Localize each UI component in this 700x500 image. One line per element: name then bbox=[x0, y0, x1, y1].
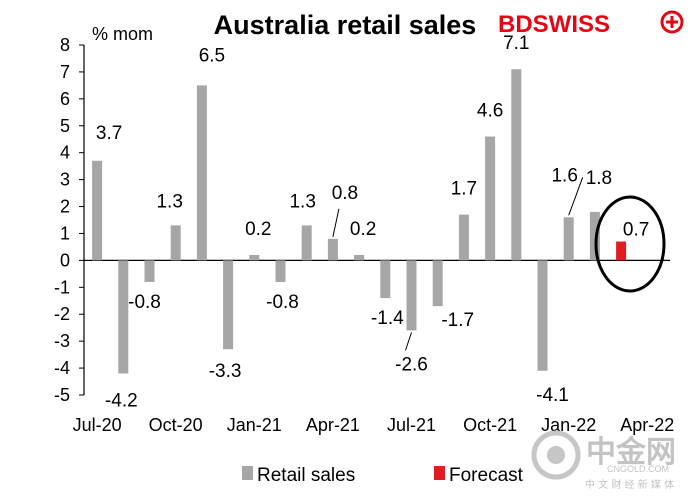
data-label: -1.4 bbox=[371, 308, 404, 329]
bar-retail-sales bbox=[458, 214, 469, 261]
y-tick-label: -3 bbox=[54, 331, 70, 351]
data-label: -1.7 bbox=[441, 310, 474, 331]
data-label: -0.8 bbox=[266, 292, 299, 313]
bar-retail-sales bbox=[563, 217, 574, 261]
logo-mark-icon bbox=[660, 10, 684, 34]
data-label: -4.1 bbox=[536, 385, 569, 406]
y-tick-label: -4 bbox=[54, 358, 70, 378]
y-tick-label: 1 bbox=[60, 223, 70, 243]
data-label: 1.7 bbox=[451, 179, 477, 200]
y-tick-label: 3 bbox=[60, 170, 70, 190]
svg-text:BDSWISS: BDSWISS bbox=[498, 11, 610, 38]
bar-retail-sales bbox=[170, 225, 181, 261]
bar-retail-sales bbox=[92, 160, 103, 261]
data-label: 1.6 bbox=[551, 165, 577, 186]
watermark-url: CNGOLD.COM bbox=[607, 464, 669, 474]
bar-retail-sales bbox=[301, 225, 312, 261]
y-tick-label: 4 bbox=[60, 143, 70, 163]
watermark-cn: 中金网 bbox=[586, 435, 676, 470]
data-label: 1.3 bbox=[156, 191, 182, 212]
y-tick-label: -2 bbox=[54, 304, 70, 324]
y-tick-label: 0 bbox=[60, 250, 70, 270]
data-label: 1.3 bbox=[289, 191, 315, 212]
bar-retail-sales bbox=[275, 260, 286, 282]
x-tick-labels: Jul-20 Oct-20 Jan-21 Apr-21 Jul-21 Oct-21 Jan-… bbox=[73, 415, 675, 435]
data-label: 0.7 bbox=[623, 220, 649, 241]
data-label: 1.8 bbox=[586, 168, 612, 189]
bdswiss-logo: BDSWISS bbox=[498, 10, 684, 38]
x-tick-label: Jul-21 bbox=[387, 415, 436, 435]
y-axis-unit-label: % mom bbox=[92, 24, 153, 44]
y-tick-label: -5 bbox=[54, 385, 70, 405]
bar-retail-sales bbox=[354, 255, 365, 261]
leader-line bbox=[568, 177, 584, 216]
watermark-sub: 中 文 财 经 新 媒 体 bbox=[585, 478, 674, 491]
legend-label-forecast: Forecast bbox=[449, 465, 524, 486]
cngold-logo-icon bbox=[531, 430, 581, 480]
logo-text-bd: BD bbox=[498, 11, 533, 38]
bar-retail-sales bbox=[380, 260, 391, 299]
x-tick-label: Apr-22 bbox=[620, 415, 674, 435]
data-label: 7.1 bbox=[503, 33, 529, 54]
x-tick-label: Oct-20 bbox=[149, 415, 203, 435]
bar-retail-sales bbox=[537, 260, 548, 371]
bar-retail-sales bbox=[589, 211, 600, 261]
leader-line bbox=[405, 332, 412, 351]
bars bbox=[92, 69, 627, 374]
data-label: 6.5 bbox=[199, 45, 225, 66]
data-label: -2.6 bbox=[395, 354, 428, 375]
y-tick-label: 2 bbox=[60, 197, 70, 217]
data-label: 3.7 bbox=[96, 123, 122, 144]
x-tick-label: Jan-22 bbox=[541, 415, 596, 435]
leader-line bbox=[332, 208, 340, 237]
data-label: 0.2 bbox=[350, 219, 376, 240]
bar-retail-sales bbox=[432, 260, 443, 307]
bar-retail-sales bbox=[327, 238, 338, 261]
x-tick-label: Jan-21 bbox=[227, 415, 282, 435]
chart-title: Australia retail sales bbox=[214, 10, 477, 40]
legend-swatch-forecast bbox=[434, 466, 445, 480]
bar-retail-sales bbox=[406, 260, 417, 331]
y-tick-label: 6 bbox=[60, 89, 70, 109]
x-tick-label: Oct-21 bbox=[463, 415, 517, 435]
y-tick-labels: -5 -4 -3 -2 -1 0 1 2 3 4 5 6 7 8 bbox=[54, 35, 70, 405]
y-tick-label: 7 bbox=[60, 62, 70, 82]
legend-swatch-retail-sales bbox=[242, 466, 253, 480]
legend: Retail sales Forecast bbox=[242, 465, 524, 486]
y-tick-label: -1 bbox=[54, 277, 70, 297]
data-label: -3.3 bbox=[209, 361, 242, 382]
bar-retail-sales bbox=[485, 136, 496, 261]
legend-label-retail-sales: Retail sales bbox=[257, 465, 355, 486]
bar-retail-sales bbox=[249, 255, 260, 261]
cngold-watermark: 中金网 CNGOLD.COM 中 文 财 经 新 媒 体 bbox=[531, 430, 676, 491]
bar-retail-sales bbox=[511, 69, 522, 261]
data-label: 0.8 bbox=[332, 183, 358, 204]
data-label: -0.8 bbox=[128, 292, 161, 313]
x-tick-label: Apr-21 bbox=[306, 415, 360, 435]
bar-forecast bbox=[616, 241, 627, 261]
bar-retail-sales bbox=[196, 85, 207, 261]
data-label: 0.2 bbox=[245, 219, 271, 240]
y-tick-label: 5 bbox=[60, 116, 70, 136]
data-label: 4.6 bbox=[477, 101, 503, 122]
bar-retail-sales bbox=[144, 260, 155, 282]
bar-retail-sales bbox=[223, 260, 234, 350]
x-tick-label: Jul-20 bbox=[73, 415, 122, 435]
data-labels: 3.7 -4.2 -0.8 1.3 6.5 -3.3 0.2 -0.8 1.3 0.8 0.2 -1.… bbox=[96, 33, 649, 411]
logo-text-swiss: SWISS bbox=[533, 11, 610, 38]
data-label: -4.2 bbox=[105, 390, 138, 411]
forecast-circle-annotation bbox=[594, 195, 666, 293]
y-tick-label: 8 bbox=[60, 35, 70, 55]
bar-retail-sales bbox=[118, 260, 129, 374]
